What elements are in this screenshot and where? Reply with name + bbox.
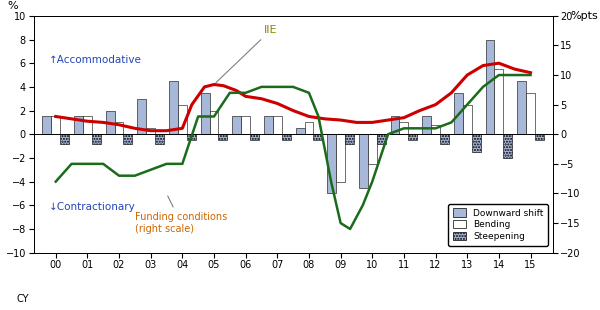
- Bar: [454, 93, 463, 134]
- Bar: [472, 134, 481, 152]
- Bar: [155, 134, 164, 144]
- Bar: [431, 125, 440, 134]
- Bar: [106, 111, 115, 134]
- Bar: [391, 117, 400, 134]
- Bar: [218, 134, 227, 140]
- Bar: [503, 134, 512, 158]
- Y-axis label: %pts: %pts: [570, 11, 598, 21]
- Bar: [336, 134, 345, 182]
- Bar: [187, 134, 196, 140]
- Text: CY: CY: [16, 294, 29, 304]
- Bar: [485, 39, 494, 134]
- Bar: [264, 117, 273, 134]
- Bar: [60, 134, 69, 144]
- Bar: [526, 93, 535, 134]
- Bar: [115, 122, 124, 134]
- Bar: [400, 122, 409, 134]
- Bar: [241, 117, 250, 134]
- Bar: [422, 117, 431, 134]
- Bar: [377, 134, 386, 144]
- Bar: [43, 117, 51, 134]
- Bar: [328, 134, 336, 193]
- Text: ↑Accommodative: ↑Accommodative: [49, 55, 142, 65]
- Bar: [517, 81, 526, 134]
- Bar: [250, 134, 259, 140]
- Bar: [305, 122, 313, 134]
- Bar: [296, 128, 305, 134]
- Bar: [232, 117, 241, 134]
- Bar: [83, 117, 92, 134]
- Bar: [313, 134, 322, 140]
- Bar: [137, 99, 146, 134]
- Text: ↓Contractionary: ↓Contractionary: [49, 202, 136, 212]
- Bar: [51, 117, 60, 134]
- Bar: [92, 134, 101, 144]
- Bar: [345, 134, 354, 144]
- Bar: [178, 105, 187, 134]
- Bar: [494, 69, 503, 134]
- Bar: [359, 134, 368, 188]
- Bar: [124, 134, 133, 144]
- Bar: [74, 117, 83, 134]
- Text: Funding conditions
(right scale): Funding conditions (right scale): [135, 196, 227, 234]
- Bar: [440, 134, 449, 144]
- Bar: [146, 128, 155, 134]
- Bar: [282, 134, 290, 140]
- Bar: [409, 134, 417, 140]
- Bar: [535, 134, 544, 140]
- Bar: [368, 134, 377, 164]
- Bar: [169, 81, 178, 134]
- Legend: Downward shift, Bending, Steepening: Downward shift, Bending, Steepening: [448, 204, 548, 246]
- Bar: [200, 93, 209, 134]
- Text: IIE: IIE: [216, 25, 278, 82]
- Y-axis label: %: %: [7, 1, 18, 11]
- Bar: [273, 117, 282, 134]
- Bar: [463, 105, 472, 134]
- Bar: [209, 111, 218, 134]
